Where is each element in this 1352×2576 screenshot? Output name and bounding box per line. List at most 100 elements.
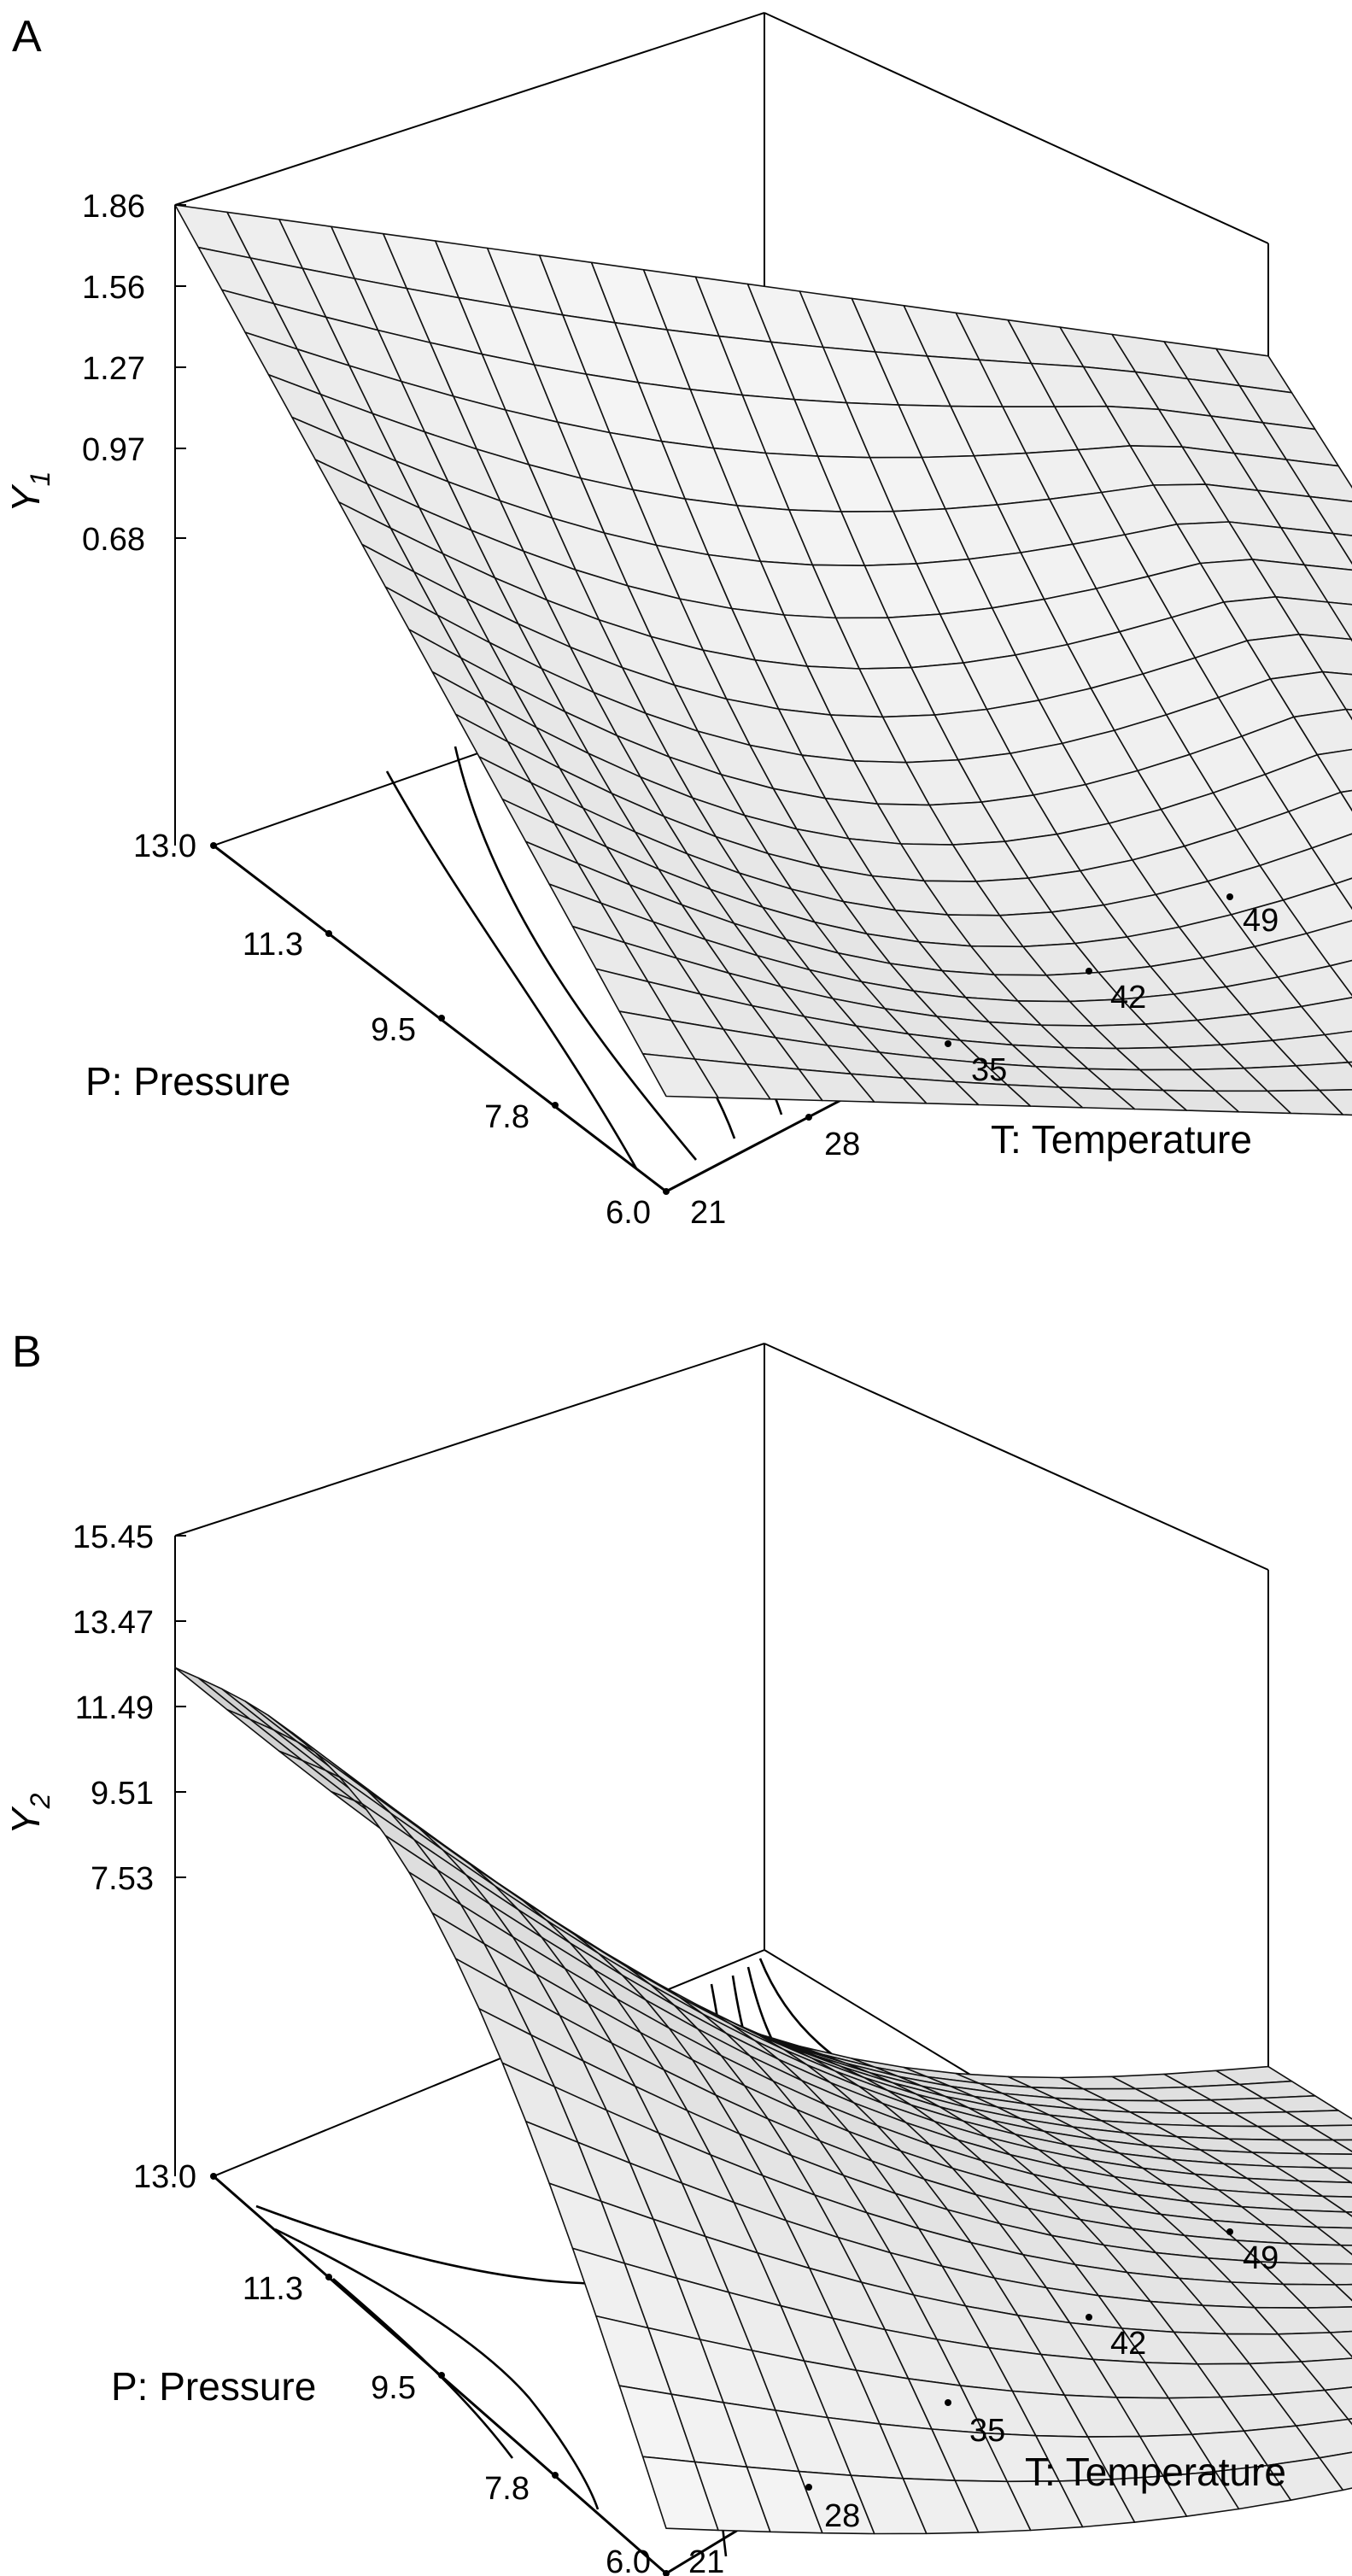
surface-plot-a: A 1.86 1.56 1.27 0.97 0.68 Y1	[3, 12, 1352, 1231]
p-axis-title-b: P: Pressure	[111, 2364, 316, 2409]
z-tick-label: 11.49	[75, 1690, 154, 1726]
surface-patch	[1285, 2110, 1352, 2127]
surface-patch	[1324, 1030, 1352, 1063]
surface-patch	[1298, 2180, 1352, 2198]
surface-patch	[1327, 601, 1352, 641]
surface-patch	[1321, 2195, 1352, 2213]
surface-patch	[1306, 920, 1352, 967]
surface-patch	[1295, 2418, 1352, 2459]
surface-patch	[1293, 2209, 1352, 2229]
t-tick-label: 42	[1110, 2326, 1146, 2362]
p-tick-label: 13.0	[133, 2159, 196, 2195]
p-axis-title-a: P: Pressure	[85, 1059, 290, 1104]
p-tick-label: 6.0	[606, 1195, 651, 1231]
p-tick-label: 11.3	[243, 927, 303, 963]
surface-patch	[1347, 2418, 1352, 2426]
t-tick-label: 21	[688, 2544, 724, 2576]
t-axis-title-b: T: Temperature	[1025, 2450, 1286, 2494]
surface-patch	[1298, 633, 1352, 676]
surface-patch	[1345, 2211, 1352, 2217]
surface-patch	[1311, 2263, 1352, 2286]
surface-patch	[1308, 2124, 1352, 2141]
surface-patch	[1301, 997, 1352, 1036]
surface-patch	[1280, 2139, 1352, 2155]
surface-patch	[1308, 495, 1352, 536]
p-tick-label: 11.3	[243, 2271, 303, 2307]
z-tick-label: 0.97	[82, 432, 145, 468]
surface-patch	[337, 1775, 415, 1841]
t-tick-label: 49	[1243, 2240, 1279, 2276]
panel-letter-b: B	[12, 1327, 42, 1377]
surface-patch	[1277, 2332, 1352, 2362]
t-tick-label: 42	[1110, 980, 1146, 1016]
t-tick-label: 49	[1243, 903, 1279, 939]
panel-letter-a: A	[12, 12, 42, 61]
t-tick-label: 35	[971, 1052, 1007, 1088]
surface-patch	[1319, 2451, 1352, 2491]
surface-patch	[1327, 2167, 1352, 2184]
t-axis-title-a: T: Temperature	[991, 1117, 1252, 1162]
z-ticks-a: 1.86 1.56 1.27 0.97 0.68	[82, 189, 186, 558]
z-axis-title-b: Y2	[3, 1793, 56, 1835]
p-tick-label: 7.8	[484, 1099, 530, 1135]
surface-patch	[1306, 2306, 1352, 2333]
response-surface-a	[174, 204, 1352, 1116]
surface-patch	[1321, 670, 1352, 711]
top-back-left-edge-b	[174, 1343, 765, 1537]
top-back-right-edge-a	[764, 12, 1269, 244]
z-tick-label: 13.47	[73, 1605, 154, 1641]
response-surface-b	[174, 1666, 1352, 2535]
surface-patch	[1332, 532, 1352, 565]
p-ticks-b: 13.0 11.3 9.5 7.8 6.0	[133, 2159, 670, 2576]
surface-patch	[249, 1718, 327, 1771]
z-ticks-b: 15.45 13.47 11.49 9.51 7.53	[73, 1519, 186, 1897]
p-tick-label: 6.0	[606, 2544, 651, 2576]
p-ticks-a: 13.0 11.3 9.5 7.8 6.0	[133, 828, 670, 1231]
z-tick-label: 1.27	[82, 351, 145, 387]
surface-patch	[197, 1677, 275, 1731]
p-tick-label: 13.0	[133, 828, 196, 864]
surface-patch	[1277, 965, 1352, 1008]
panel-b: B 15.45 13.47 11.49 9.51	[0, 1288, 1352, 2576]
surface-patch	[1303, 564, 1352, 606]
surface-patch	[1282, 2283, 1352, 2309]
t-tick-label: 21	[690, 1195, 726, 1231]
surface-patch	[1316, 748, 1352, 793]
z-tick-label: 1.86	[82, 189, 145, 225]
z-tick-label: 1.56	[82, 270, 145, 306]
t-ticks-a: 21 28 35 42 49	[690, 893, 1279, 1231]
surface-plot-b: B 15.45 13.47 11.49 9.51	[3, 1327, 1352, 2576]
surface-patch	[174, 1666, 252, 1721]
floor-back-left-b	[213, 1949, 765, 2177]
t-tick-label: 28	[824, 2498, 860, 2534]
panel-a: A 1.86 1.56 1.27 0.97 0.68 Y1	[3, 12, 1352, 1231]
surface-patch	[1316, 2226, 1352, 2246]
z-tick-label: 15.45	[73, 1519, 154, 1555]
top-back-right-edge-b	[764, 1343, 1269, 1571]
z-tick-label: 9.51	[91, 1776, 154, 1812]
surface-patch	[1301, 2357, 1352, 2392]
t-tick-label: 35	[969, 2413, 1005, 2449]
p-tick-label: 9.5	[371, 2370, 416, 2406]
surface-patch	[1295, 1062, 1352, 1092]
surface-patch	[1332, 2139, 1352, 2152]
surface-patch	[1293, 708, 1352, 756]
surface-patch	[1319, 1089, 1352, 1116]
surface-patch	[1288, 791, 1352, 849]
z-axis-title-a: Y1	[3, 471, 56, 512]
surface-patch	[1280, 526, 1352, 571]
t-ticks-b: 21 28 35 42 49	[688, 2228, 1279, 2576]
surface-patch	[1347, 1061, 1352, 1068]
surface-patch	[1334, 2283, 1352, 2302]
z-tick-label: 0.68	[82, 522, 145, 558]
surface-patch	[1288, 2243, 1352, 2265]
surface-patch	[1324, 2386, 1352, 2421]
surface-patch	[1285, 459, 1352, 502]
surface-patch	[1329, 2330, 1352, 2358]
top-back-left-edge-a	[174, 12, 765, 206]
surface-patch	[1345, 708, 1352, 721]
surface-patch	[1329, 959, 1352, 997]
z-tick-label: 7.53	[91, 1861, 154, 1897]
surface-patch	[1340, 2244, 1352, 2256]
surface-patch	[1334, 877, 1352, 910]
